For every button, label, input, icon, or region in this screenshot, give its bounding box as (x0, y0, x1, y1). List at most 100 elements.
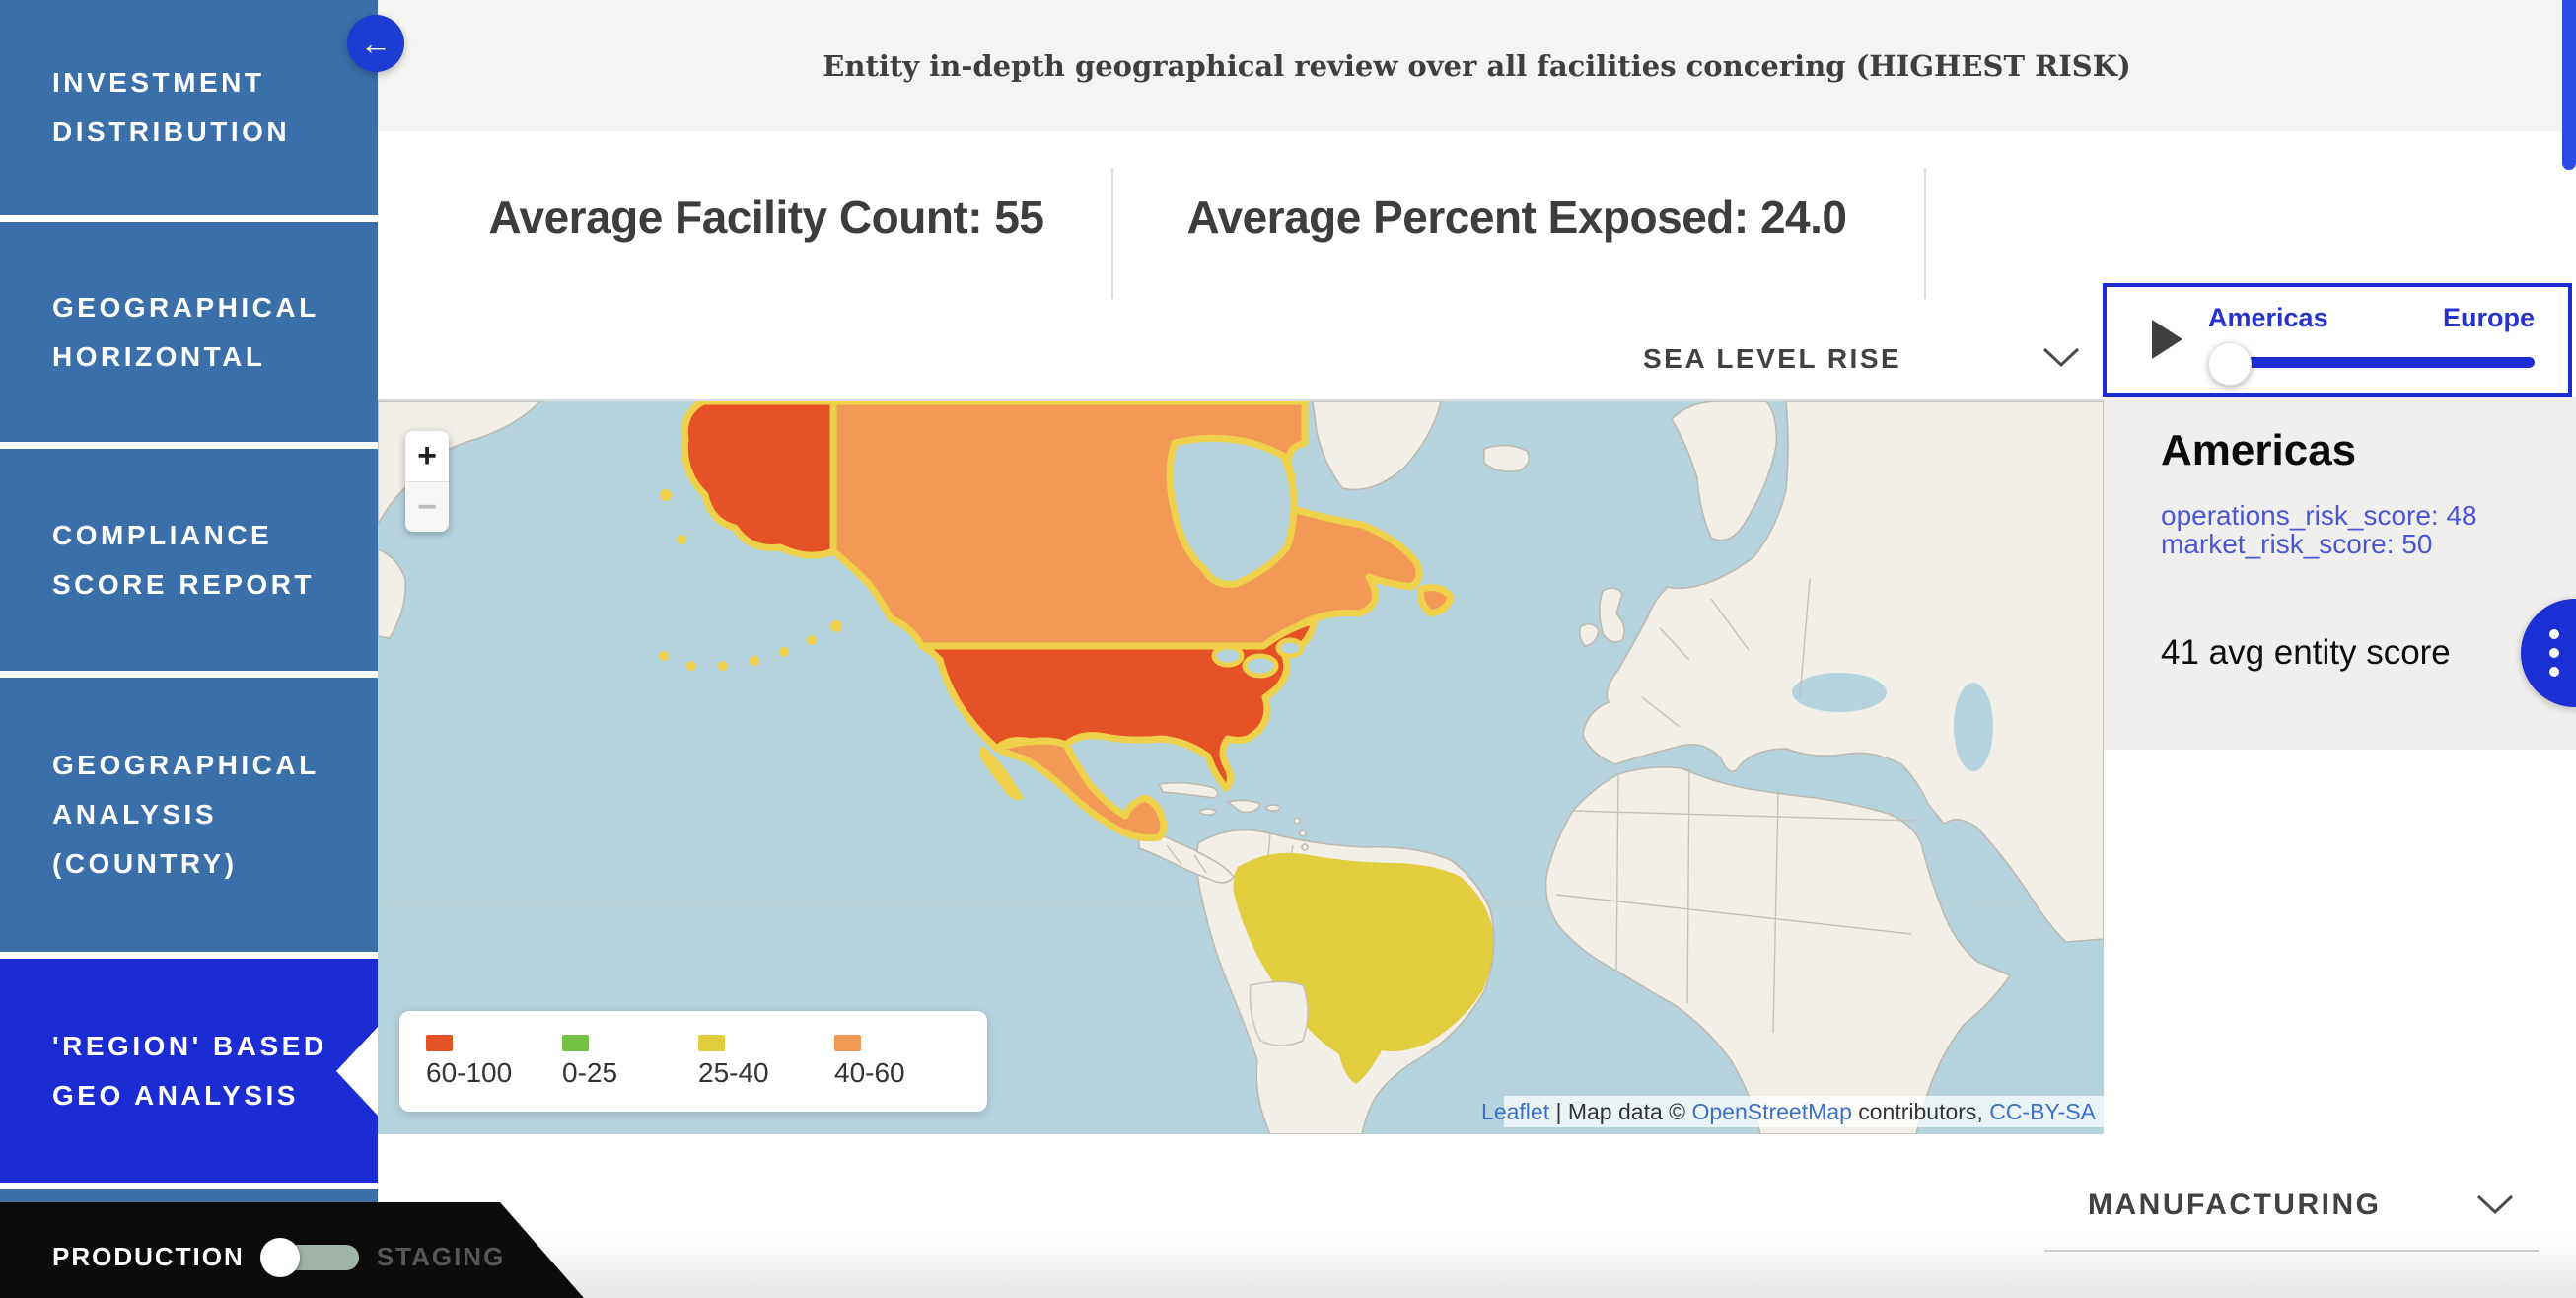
map-island (1301, 843, 1309, 851)
legend-item: 0-25 (562, 1034, 698, 1089)
zoom-out-button[interactable]: − (405, 481, 449, 532)
ellipsis-icon (2549, 629, 2559, 639)
map-attribution: Leaflet | Map data © OpenStreetMap contr… (1481, 1096, 2104, 1127)
scrollbar-thumb[interactable] (2562, 0, 2576, 170)
map-region-mexico[interactable] (993, 737, 1168, 842)
openstreetmap-link[interactable]: OpenStreetMap (1691, 1098, 1852, 1124)
left-arrow-icon: ← (360, 25, 392, 61)
map-region-puerto-rico (1265, 804, 1281, 812)
sidebar-item-label: INVESTMENT DISTRIBUTION (52, 67, 291, 147)
region-details-panel: Americas operations_risk_score: 48 marke… (2104, 397, 2576, 750)
staging-label: STAGING (376, 1242, 506, 1271)
sidebar-item-geographical-analysis-country[interactable]: GEOGRAPHICAL ANALYSIS (COUNTRY) (0, 678, 378, 952)
world-map[interactable]: + − 60-100 0-25 25-40 40-60 Leaflet | M (378, 399, 2104, 1134)
map-region-kamchatka (378, 548, 406, 639)
red-sea (1924, 821, 1975, 932)
legend-item: 40-60 (834, 1034, 970, 1089)
hazard-dropdown[interactable]: SEA LEVEL RISE (1643, 335, 2080, 389)
map-region-hispaniola (1226, 799, 1261, 814)
map-region-brazil[interactable] (1233, 852, 1494, 1084)
map-region-ireland (1578, 623, 1600, 647)
stat-divider (1111, 168, 1113, 299)
legend-item: 60-100 (426, 1034, 562, 1089)
page-header: Entity in-depth geographical review over… (378, 0, 2576, 131)
chevron-down-icon (2476, 1194, 2514, 1215)
sidebar-item-region-based-geo-analysis[interactable]: 'REGION' BASED GEO ANALYSIS (0, 959, 378, 1183)
map-region-eurasia (1582, 401, 2104, 943)
avg-entity-score: 41 avg entity score (2161, 633, 2451, 672)
ccbysa-link[interactable]: CC-BY-SA (1989, 1098, 2096, 1124)
map-zoom-control: + − (405, 431, 449, 532)
black-sea (1792, 673, 1887, 712)
map-legend: 60-100 0-25 25-40 40-60 (399, 1011, 987, 1112)
production-label: PRODUCTION (52, 1242, 245, 1271)
sidebar-item-compliance-score-report[interactable]: COMPLIANCE SCORE REPORT (0, 449, 378, 671)
legend-label: 0-25 (562, 1056, 618, 1088)
map-region-newfoundland[interactable] (1417, 584, 1455, 617)
sector-dropdown-value: MANUFACTURING (2088, 1189, 2382, 1221)
slider-option-europe[interactable]: Europe (2442, 303, 2535, 332)
toggle-knob[interactable] (259, 1237, 300, 1277)
map-region-bolivia (1249, 980, 1309, 1046)
inland-seas-group (1693, 540, 1993, 932)
legend-swatch-mid-high (834, 1034, 861, 1051)
zoom-in-button[interactable]: + (405, 431, 449, 481)
map-island (1293, 817, 1301, 825)
legend-swatch-low (562, 1034, 589, 1051)
hudson-bay (1166, 434, 1298, 588)
legend-item: 25-40 (698, 1034, 834, 1089)
scored-regions-group (680, 401, 1455, 842)
active-item-notch (336, 1026, 378, 1116)
back-button[interactable]: ← (347, 15, 404, 72)
environment-banner: PRODUCTION STAGING (0, 1202, 584, 1298)
region-slider-knob[interactable] (2208, 342, 2252, 386)
great-lake (1275, 637, 1305, 659)
caspian-sea (1954, 683, 1993, 771)
leaflet-link[interactable]: Leaflet (1481, 1098, 1550, 1124)
map-region-scandinavia (1671, 401, 1778, 541)
environment-toggle[interactable] (259, 1237, 359, 1277)
region-slider-track[interactable] (2231, 357, 2535, 368)
region-slider-box: Americas Europe (2103, 283, 2572, 397)
map-region-uk (1599, 587, 1625, 643)
risk-scores: operations_risk_score: 48 market_risk_sc… (2161, 501, 2496, 558)
great-lake (1211, 644, 1245, 668)
map-region-iceland (1483, 444, 1531, 472)
legend-label: 60-100 (426, 1056, 513, 1088)
play-icon[interactable] (2152, 320, 2182, 359)
legend-swatch-high (426, 1034, 453, 1051)
stat-average-facility-count: Average Facility Count: 55 (488, 191, 1044, 243)
sidebar-item-label: GEOGRAPHICAL ANALYSIS (COUNTRY) (52, 750, 320, 879)
sidebar-item-label: COMPLIANCE SCORE REPORT (52, 519, 316, 600)
legend-label: 25-40 (698, 1056, 769, 1088)
sidebar-item-investment-distribution[interactable]: INVESTMENT DISTRIBUTION (0, 0, 378, 215)
chevron-down-icon (2042, 347, 2080, 368)
page-title: Entity in-depth geographical review over… (823, 48, 2131, 83)
baja-california (979, 745, 1024, 801)
region-title: Americas (2161, 426, 2357, 474)
legend-swatch-mid (698, 1034, 725, 1051)
slider-option-americas[interactable]: Americas (2208, 303, 2328, 332)
map-region-jamaica (1199, 808, 1217, 816)
baltic-sea (1693, 540, 1712, 577)
map-region-africa (1544, 766, 2012, 1134)
map-island (1299, 829, 1307, 837)
market-risk-score: market_risk_score: 50 (2161, 529, 2433, 559)
sector-dropdown[interactable]: MANUFACTURING (2044, 1179, 2539, 1258)
bottom-gradient (378, 1233, 2576, 1298)
dropdown-underline (2044, 1250, 2539, 1252)
sidebar-item-label: 'REGION' BASED GEO ANALYSIS (52, 1030, 327, 1111)
map-region-greenland (1312, 401, 1442, 491)
great-lake (1242, 653, 1279, 679)
sidebar-item-geographical-horizontal[interactable]: GEOGRAPHICAL HORIZONTAL (0, 222, 378, 442)
sidebar-item-label: GEOGRAPHICAL HORIZONTAL (52, 291, 320, 372)
map-region-cuba (1157, 781, 1219, 799)
country-borders-group (1166, 578, 1917, 1034)
operations-risk-score: operations_risk_score: 48 (2161, 500, 2477, 531)
sidebar-nav: INVESTMENT DISTRIBUTION GEOGRAPHICAL HOR… (0, 0, 378, 1298)
stat-divider (1924, 168, 1926, 299)
neutral-land-group (378, 401, 2104, 1134)
stat-average-percent-exposed: Average Percent Exposed: 24.0 (1186, 191, 1847, 243)
hazard-dropdown-value: SEA LEVEL RISE (1643, 343, 1902, 374)
